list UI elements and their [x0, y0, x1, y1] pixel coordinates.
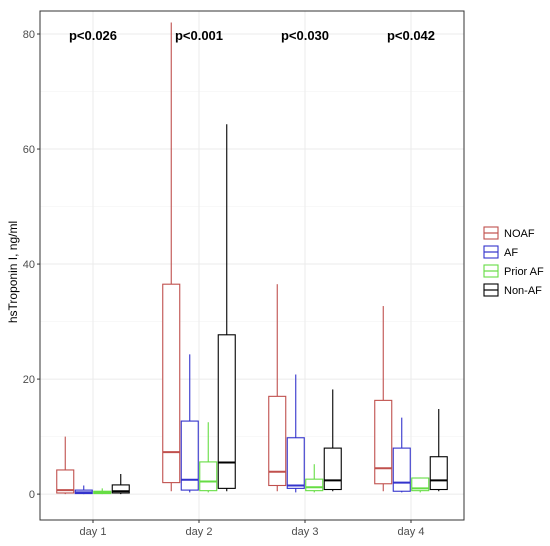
p-value-label: p<0.001 [175, 28, 223, 43]
boxplot-non-af [111, 473, 130, 495]
x-tick-label: day 3 [292, 526, 319, 538]
legend-item: Non-AF [483, 283, 542, 297]
p-value-label: p<0.026 [69, 28, 117, 43]
box-iqr [199, 461, 218, 492]
legend-label: NOAF [504, 228, 535, 240]
box-iqr [429, 456, 448, 491]
boxplot-noaf [374, 306, 393, 492]
box-iqr [305, 478, 324, 492]
p-value-label: p<0.042 [387, 28, 435, 43]
legend-item: AF [483, 245, 518, 259]
y-tick-label: 40 [23, 259, 35, 271]
box-groups [56, 22, 448, 495]
legend-label: Non-AF [504, 285, 542, 297]
box-iqr [323, 447, 342, 491]
x-axis: day 1 day 2 day 3 day 4 [80, 520, 425, 538]
legend-item: NOAF [483, 226, 535, 240]
box-iqr [374, 399, 393, 485]
boxplot-prior-af [411, 477, 430, 493]
legend-label: AF [504, 247, 518, 259]
y-axis-title: hsTroponin I, ng/ml [6, 221, 20, 323]
y-tick-label: 20 [23, 374, 35, 386]
boxplot-prior-af [305, 464, 324, 493]
boxplot-prior-af [93, 488, 112, 495]
y-tick-label: 0 [29, 489, 35, 501]
p-value-label: p<0.030 [281, 28, 329, 43]
category-group [268, 284, 342, 493]
panel-border [39, 10, 465, 521]
boxplot-af [286, 374, 305, 493]
category-group [162, 22, 236, 493]
boxplot-non-af [429, 408, 448, 492]
panel-background [40, 11, 464, 520]
y-tick-label: 60 [23, 144, 35, 156]
box-iqr [56, 469, 75, 494]
x-tick-label: day 2 [186, 526, 213, 538]
grid [40, 11, 464, 520]
p-value-labels: p<0.026 p<0.001 p<0.030 p<0.042 [69, 28, 435, 43]
box-iqr [180, 420, 199, 491]
legend-label: Prior AF [504, 266, 544, 278]
boxplot-af [392, 417, 411, 493]
boxplot-af [180, 354, 199, 493]
category-group [56, 436, 130, 495]
box-iqr [162, 283, 181, 484]
legend: NOAF AF Prior AF Non-AF [483, 226, 544, 297]
x-tick-label: day 1 [80, 526, 107, 538]
boxplot-noaf [56, 436, 75, 495]
box-iqr [217, 334, 236, 489]
boxplot-non-af [323, 389, 342, 492]
legend-item: Prior AF [483, 264, 544, 278]
box-iqr [268, 395, 287, 487]
box-iqr [111, 484, 130, 494]
y-tick-label: 80 [23, 29, 35, 41]
x-tick-label: day 4 [398, 526, 425, 538]
boxplot-noaf [162, 22, 181, 492]
box-iqr [392, 447, 411, 492]
boxplot-prior-af [199, 422, 218, 493]
y-axis: 0 20 40 60 80 [23, 29, 40, 501]
boxplot-af [74, 485, 93, 495]
boxplot-noaf [268, 284, 287, 492]
box-iqr [286, 437, 305, 489]
boxplot-non-af [217, 124, 236, 492]
category-group [374, 306, 448, 493]
